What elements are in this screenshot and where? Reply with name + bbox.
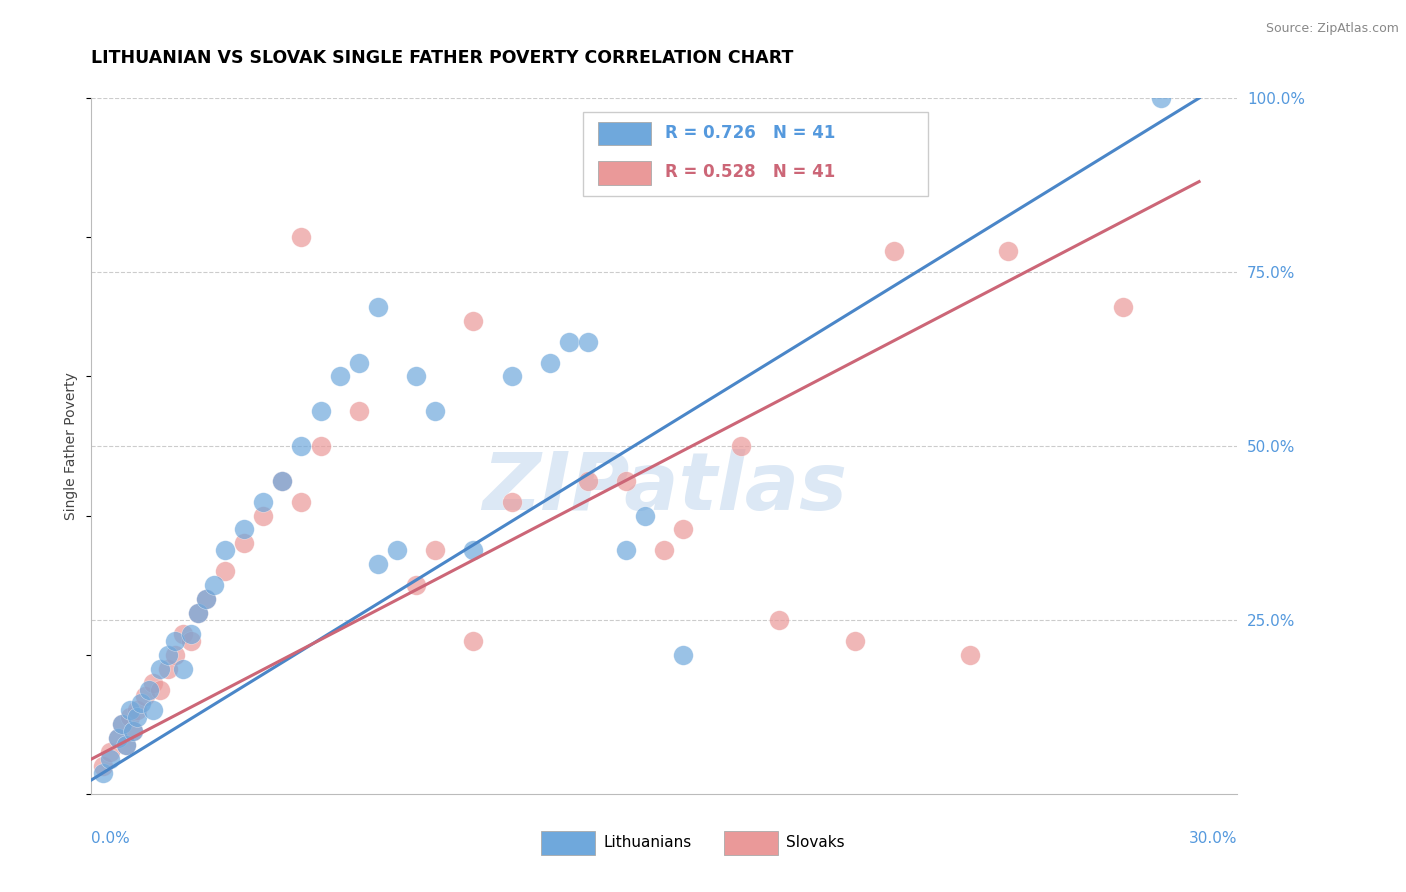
Point — [501, 369, 523, 384]
Point — [107, 731, 129, 746]
Point — [180, 633, 202, 648]
Point — [252, 494, 274, 508]
Point — [672, 648, 695, 662]
Point — [233, 536, 256, 550]
Point — [614, 474, 637, 488]
Point — [118, 710, 141, 724]
Point — [194, 592, 217, 607]
Point — [501, 494, 523, 508]
Point — [423, 543, 446, 558]
Text: LITHUANIAN VS SLOVAK SINGLE FATHER POVERTY CORRELATION CHART: LITHUANIAN VS SLOVAK SINGLE FATHER POVER… — [91, 49, 794, 67]
Point — [1150, 91, 1173, 105]
Text: R = 0.726   N = 41: R = 0.726 N = 41 — [665, 124, 835, 142]
Point — [172, 627, 194, 641]
Point — [122, 724, 145, 739]
Point — [202, 578, 225, 592]
Point — [558, 334, 581, 349]
Point — [844, 633, 866, 648]
Text: 0.0%: 0.0% — [91, 831, 131, 846]
Y-axis label: Single Father Poverty: Single Father Poverty — [65, 372, 79, 520]
Point — [129, 697, 152, 711]
Point — [233, 523, 256, 537]
Text: R = 0.528   N = 41: R = 0.528 N = 41 — [665, 163, 835, 181]
Point — [252, 508, 274, 523]
Point — [576, 334, 599, 349]
Point — [187, 606, 209, 620]
Point — [538, 355, 561, 369]
Point — [367, 558, 389, 572]
Point — [165, 633, 187, 648]
Point — [423, 404, 446, 418]
Point — [271, 474, 294, 488]
Point — [111, 717, 134, 731]
Point — [271, 474, 294, 488]
Point — [156, 648, 179, 662]
Text: Slovaks: Slovaks — [786, 836, 845, 850]
Point — [385, 543, 408, 558]
Point — [959, 648, 981, 662]
Point — [172, 662, 194, 676]
Point — [100, 752, 122, 766]
Point — [180, 627, 202, 641]
Point — [91, 766, 114, 780]
Point — [100, 745, 122, 759]
Point — [329, 369, 352, 384]
Point — [672, 523, 695, 537]
Point — [134, 690, 156, 704]
Point — [730, 439, 752, 453]
Point — [107, 731, 129, 746]
Point — [290, 494, 312, 508]
Point — [214, 543, 236, 558]
Point — [156, 662, 179, 676]
Point — [138, 682, 160, 697]
Point — [214, 564, 236, 578]
Point — [91, 759, 114, 773]
Point — [882, 244, 904, 259]
Point — [405, 369, 427, 384]
Point — [149, 662, 172, 676]
Point — [463, 633, 485, 648]
Point — [367, 300, 389, 314]
Point — [768, 613, 790, 627]
Point — [111, 717, 134, 731]
Point — [114, 738, 136, 752]
Point — [141, 675, 163, 690]
Point — [463, 543, 485, 558]
Point — [290, 230, 312, 244]
Point — [997, 244, 1019, 259]
Point — [405, 578, 427, 592]
Point — [614, 543, 637, 558]
Point — [114, 738, 136, 752]
Point — [127, 703, 149, 717]
Point — [463, 314, 485, 328]
Point — [347, 404, 370, 418]
Point — [122, 724, 145, 739]
Point — [141, 703, 163, 717]
Point — [118, 703, 141, 717]
Point — [165, 648, 187, 662]
Point — [1111, 300, 1133, 314]
Point — [127, 710, 149, 724]
Text: Source: ZipAtlas.com: Source: ZipAtlas.com — [1265, 22, 1399, 36]
Point — [309, 404, 332, 418]
Point — [347, 355, 370, 369]
Point — [194, 592, 217, 607]
Point — [309, 439, 332, 453]
Text: 30.0%: 30.0% — [1189, 831, 1237, 846]
Text: ZIPatlas: ZIPatlas — [482, 449, 846, 527]
Point — [576, 474, 599, 488]
Text: Lithuanians: Lithuanians — [603, 836, 692, 850]
Point — [149, 682, 172, 697]
Point — [290, 439, 312, 453]
Point — [634, 508, 657, 523]
Point — [187, 606, 209, 620]
Point — [652, 543, 675, 558]
